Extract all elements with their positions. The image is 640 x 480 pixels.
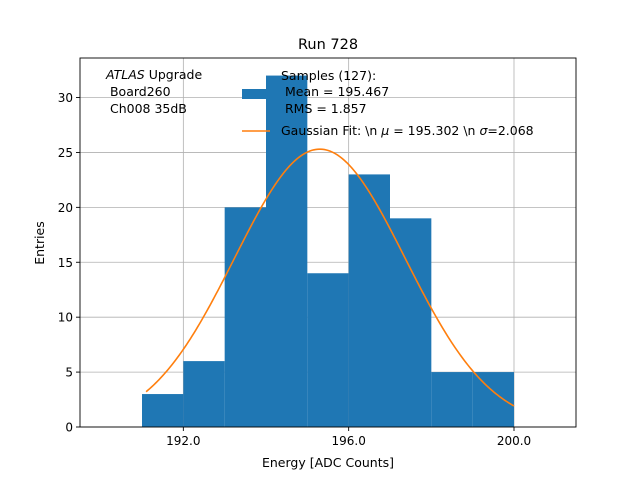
y-tick-label: 15 <box>58 256 73 270</box>
annotation-line-3: Ch008 35dB <box>106 101 187 116</box>
y-tick-label: 20 <box>58 201 73 215</box>
x-tick-label: 200.0 <box>497 434 531 448</box>
y-tick-label: 0 <box>65 421 73 435</box>
histogram-bar <box>142 394 184 427</box>
axes-frame <box>79 57 577 428</box>
legend-histogram-label: Samples (127): <box>281 68 376 83</box>
legend-fit-end: =2.068 <box>487 123 533 138</box>
legend: Samples (127): Mean = 195.467 RMS = 1.85… <box>242 68 534 138</box>
annotation-line-1: ATLAS Upgrade <box>105 67 202 82</box>
histogram-bar <box>266 75 308 428</box>
legend-fit-label: Gaussian Fit: \n μ = 195.302 \n σ=2.068 <box>281 123 534 138</box>
histogram-bar <box>390 218 432 427</box>
y-tick-label: 30 <box>58 91 73 105</box>
histogram-bar <box>348 174 390 427</box>
histogram-bar <box>183 361 225 427</box>
gaussian-fit-line <box>145 148 515 407</box>
legend-rms-label: RMS = 1.857 <box>281 101 367 116</box>
histogram-bar <box>472 372 514 427</box>
annotation-atlas: ATLAS <box>105 67 145 82</box>
legend-fit-prefix: Gaussian Fit: \n <box>281 123 381 138</box>
legend-mean-label: Mean = 195.467 <box>281 84 389 99</box>
chart-title: Run 728 <box>298 37 358 53</box>
annotation-line-2: Board260 <box>106 84 171 99</box>
legend-mu-symbol: μ <box>380 123 389 138</box>
histogram-bar <box>307 273 349 427</box>
x-tick-label: 192.0 <box>166 434 200 448</box>
y-tick-label: 25 <box>58 146 73 160</box>
legend-fit-mid: = 195.302 \n <box>389 123 479 138</box>
legend-sigma-symbol: σ <box>479 123 488 138</box>
legend-histogram-swatch <box>242 89 270 99</box>
y-axis-label: Entries <box>32 221 47 265</box>
histogram-bar <box>431 372 473 427</box>
axis-ticks: 192.0 196.0 200.0 0 5 10 15 20 25 30 <box>58 91 531 448</box>
histogram-bar <box>224 207 266 427</box>
annotation-upgrade: Upgrade <box>145 67 203 82</box>
x-axis-label: Energy [ADC Counts] <box>262 455 394 470</box>
y-tick-label: 10 <box>58 311 73 325</box>
atlas-annotation: ATLAS Upgrade Board260 Ch008 35dB <box>105 67 202 116</box>
x-tick-label: 196.0 <box>331 434 365 448</box>
y-tick-label: 5 <box>65 366 73 380</box>
